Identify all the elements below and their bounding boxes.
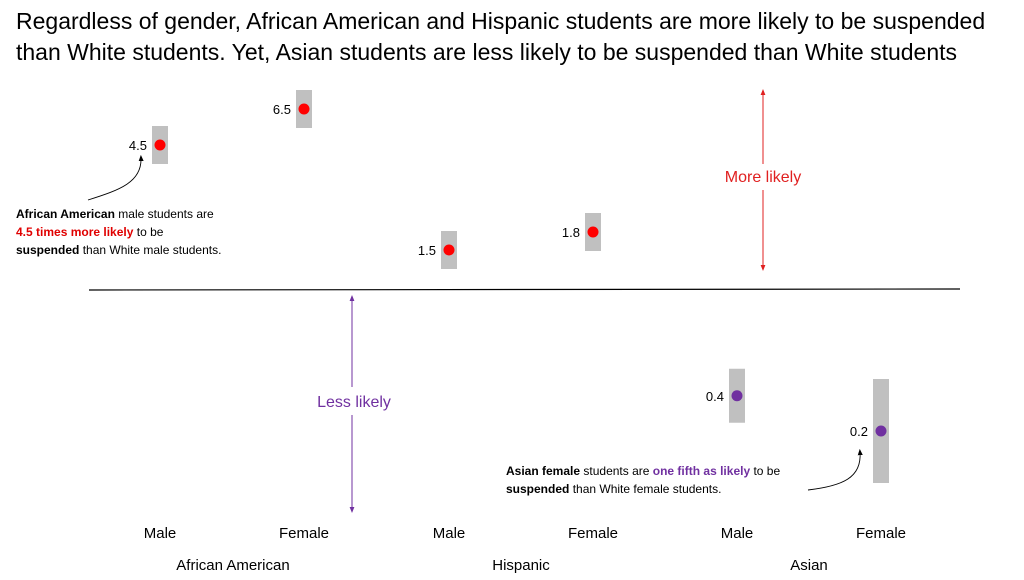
value-label: 1.5 xyxy=(418,243,436,258)
asian-annotation: Asian female students are one fifth as l… xyxy=(506,464,781,496)
aa-callout-arrow xyxy=(87,154,144,201)
x-tick-label: Female xyxy=(279,525,329,542)
data-point xyxy=(443,244,455,256)
x-tick-label: Male xyxy=(721,525,754,542)
asian-callout-arrow xyxy=(807,448,863,491)
less-likely-label: Less likely xyxy=(317,394,391,411)
reference-line xyxy=(88,288,961,291)
more-likely-label: More likely xyxy=(725,169,801,186)
data-point xyxy=(154,139,166,151)
x-tick-label: Male xyxy=(433,525,466,542)
x-group-label: Hispanic xyxy=(492,557,550,574)
x-group-label: African American xyxy=(176,557,289,574)
x-tick-label: Female xyxy=(568,525,618,542)
x-group-label: Asian xyxy=(790,557,828,574)
value-label: 1.8 xyxy=(562,225,580,240)
value-label: 0.4 xyxy=(706,389,724,404)
x-tick-label: Male xyxy=(144,525,177,542)
value-label: 6.5 xyxy=(273,102,291,117)
data-point xyxy=(875,425,887,437)
value-label: 0.2 xyxy=(850,424,868,439)
data-point xyxy=(298,103,310,115)
data-point xyxy=(587,226,599,238)
data-point xyxy=(731,390,743,402)
aa-annotation: African American male students are 4.5 t… xyxy=(16,207,222,257)
x-tick-label: Female xyxy=(856,525,906,542)
value-label: 4.5 xyxy=(129,138,147,153)
chart-title: Regardless of gender, African American a… xyxy=(16,8,986,65)
